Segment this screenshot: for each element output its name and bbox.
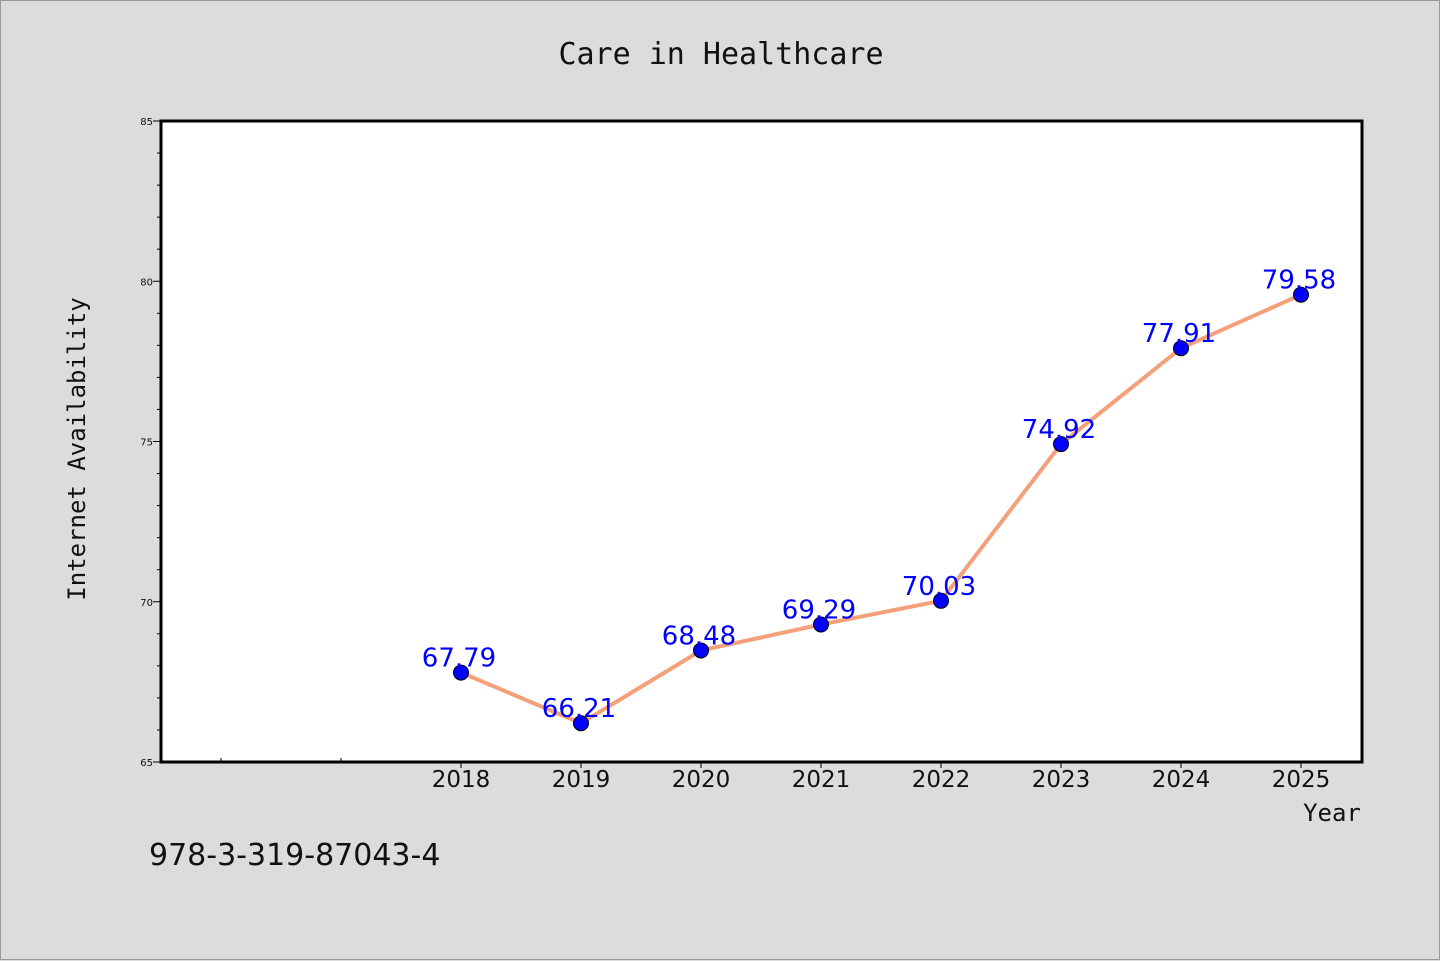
data-point	[1293, 286, 1309, 303]
x-tick-label: 2022	[912, 767, 971, 793]
x-tick-label: 2024	[1152, 767, 1211, 793]
data-point	[813, 616, 829, 633]
data-point	[573, 715, 589, 732]
chart-title: Care in Healthcare	[558, 37, 883, 72]
x-tick-label: 2025	[1272, 767, 1331, 793]
plot-area	[161, 121, 1362, 762]
data-label: 69.29	[782, 596, 856, 626]
y-tick-label: 70	[140, 598, 153, 609]
x-tick-label: 2018	[432, 767, 491, 793]
data-points	[453, 286, 1309, 732]
x-tick-label: 2021	[792, 767, 851, 793]
y-tick-label: 80	[140, 277, 153, 288]
data-label: 67.79	[422, 644, 496, 674]
data-labels: 67.79 66.21 68.48 69.29 70.03 74.92 77.91 79.58	[422, 266, 1336, 725]
x-tick-label: 2023	[1032, 767, 1091, 793]
data-point	[1173, 340, 1189, 357]
y-axis: 65 70 75 80 85	[140, 117, 162, 769]
plot-frame	[159, 119, 1364, 764]
x-axis-label: Year	[1303, 799, 1361, 827]
x-tick-label: 2020	[672, 767, 731, 793]
data-label: 79.58	[1262, 266, 1336, 296]
data-label: 68.48	[662, 621, 736, 651]
x-axis: 2018 2019 2020 2021 2022 2023 2024 2025	[220, 758, 1331, 793]
y-tick-label: 65	[140, 758, 153, 769]
data-point	[693, 642, 709, 659]
data-point	[453, 664, 469, 681]
data-label: 70.03	[902, 572, 976, 602]
data-label: 66.21	[542, 694, 616, 724]
y-axis-label: Internet Availability	[63, 297, 91, 600]
series-line	[460, 292, 1302, 726]
y-tick-label: 85	[140, 117, 153, 128]
data-point	[1053, 436, 1069, 453]
x-tick-label: 2019	[552, 767, 611, 793]
y-tick-label: 75	[140, 438, 153, 449]
data-label: 77.91	[1142, 319, 1216, 349]
data-label: 74.92	[1022, 415, 1096, 445]
data-point	[933, 592, 949, 609]
footnote-text: 978-3-319-87043-4	[149, 838, 440, 873]
